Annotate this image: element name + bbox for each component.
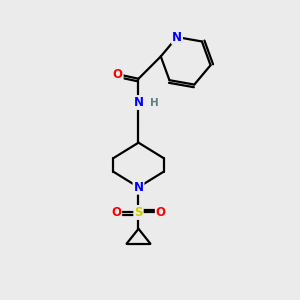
Text: H: H [150,98,158,107]
Text: O: O [156,206,166,219]
Text: N: N [172,31,182,44]
Text: N: N [134,96,143,109]
Text: O: O [111,206,121,219]
Text: O: O [113,68,123,81]
Text: N: N [134,181,143,194]
Text: S: S [134,206,143,219]
